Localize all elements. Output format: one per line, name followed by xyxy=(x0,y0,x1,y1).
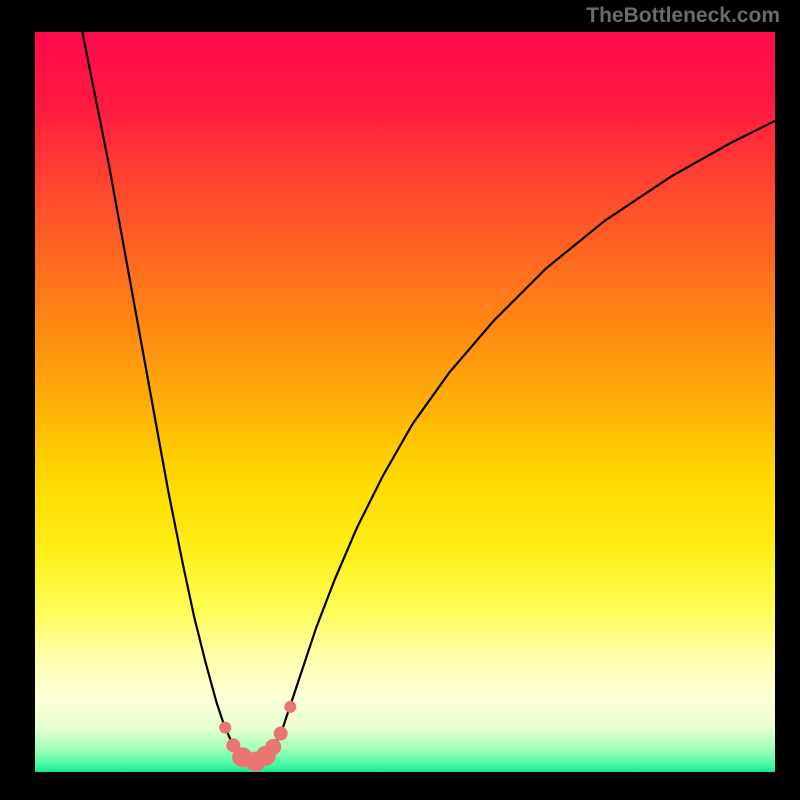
marker-points xyxy=(219,701,296,772)
bottleneck-curve-right xyxy=(253,121,775,761)
bottleneck-curve-left xyxy=(82,32,253,761)
chart-container: TheBottleneck.com xyxy=(0,0,800,800)
marker-point xyxy=(265,739,281,755)
marker-point xyxy=(274,727,288,741)
marker-point xyxy=(284,701,296,713)
plot-area xyxy=(35,32,775,772)
marker-point xyxy=(219,722,231,734)
curve-overlay xyxy=(35,32,775,772)
watermark-text: TheBottleneck.com xyxy=(586,4,780,28)
